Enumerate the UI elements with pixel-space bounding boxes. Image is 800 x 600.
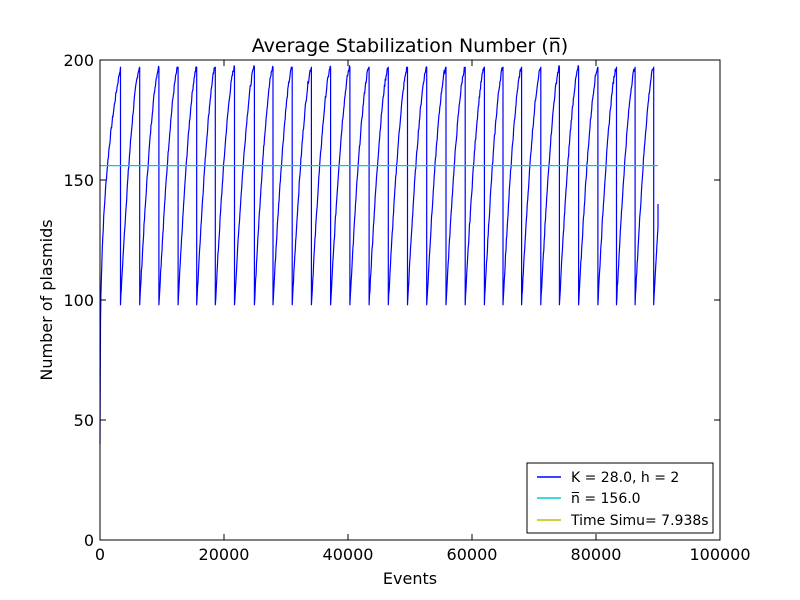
x-axis-title: Events xyxy=(383,569,437,588)
x-tick-label: 20000 xyxy=(199,545,250,564)
y-tick-label: 50 xyxy=(74,411,94,430)
tick-labels: 0 20000 40000 60000 80000 100000 0 50 100 150 200 xyxy=(63,51,750,564)
y-tick-label: 150 xyxy=(63,171,94,190)
legend-label-2: Time Simu= 7.938s xyxy=(570,513,709,529)
x-tick-label: 40000 xyxy=(323,545,374,564)
legend: K = 28.0, h = 2 n̅ = 156.0 Time Simu= 7.… xyxy=(526,462,714,534)
legend-label-1: n̅ = 156.0 xyxy=(571,491,641,507)
y-tick-label: 100 xyxy=(63,291,94,310)
chart-title: Average Stabilization Number (n̅) xyxy=(252,35,568,57)
x-tick-label: 100000 xyxy=(689,545,750,564)
legend-label-0: K = 28.0, h = 2 xyxy=(571,470,679,486)
y-tick-label: 0 xyxy=(84,531,94,550)
x-tick-label: 0 xyxy=(95,545,105,564)
y-axis-title: Number of plasmids xyxy=(37,219,56,380)
x-tick-label: 60000 xyxy=(447,545,498,564)
series-line-plasmids xyxy=(99,64,659,445)
plot-frame xyxy=(99,59,721,541)
x-tick-label: 80000 xyxy=(571,545,622,564)
y-tick-label: 200 xyxy=(63,51,94,70)
plot-content xyxy=(99,64,659,445)
